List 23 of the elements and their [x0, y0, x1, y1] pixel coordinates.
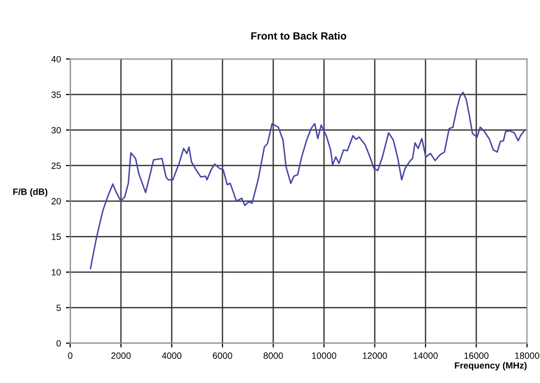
x-tick-label: 4000	[162, 352, 182, 359]
y-tick-label: 10	[52, 269, 61, 276]
line-series	[90, 92, 525, 270]
x-axis-title: Frequency (MHz)	[454, 362, 527, 370]
y-tick-label: 25	[52, 162, 61, 169]
x-tick-label: 14000	[414, 352, 438, 359]
x-tick-label: 10000	[312, 352, 336, 359]
y-tick-label: 40	[51, 56, 61, 62]
y-tick-label: 0	[56, 340, 61, 347]
y-tick-label: 35	[51, 91, 61, 98]
x-tick-label: 16000	[464, 352, 488, 359]
y-tick-label: 30	[51, 126, 61, 134]
x-tick-label: 2000	[111, 352, 131, 359]
y-axis-title: F/B (dB)	[13, 188, 48, 197]
x-tick-label: 0	[68, 352, 72, 359]
x-tick-label: 8000	[264, 352, 283, 359]
y-tick-label: 15	[52, 234, 61, 240]
y-tick-label: 5	[56, 304, 61, 312]
y-tick-label: 20	[52, 198, 61, 204]
x-tick-label: 12000	[362, 352, 387, 359]
x-tick-label: 6000	[212, 352, 232, 359]
x-tick-label: 18000	[515, 352, 540, 359]
chart-title: Front to Back Ratio	[251, 32, 346, 40]
